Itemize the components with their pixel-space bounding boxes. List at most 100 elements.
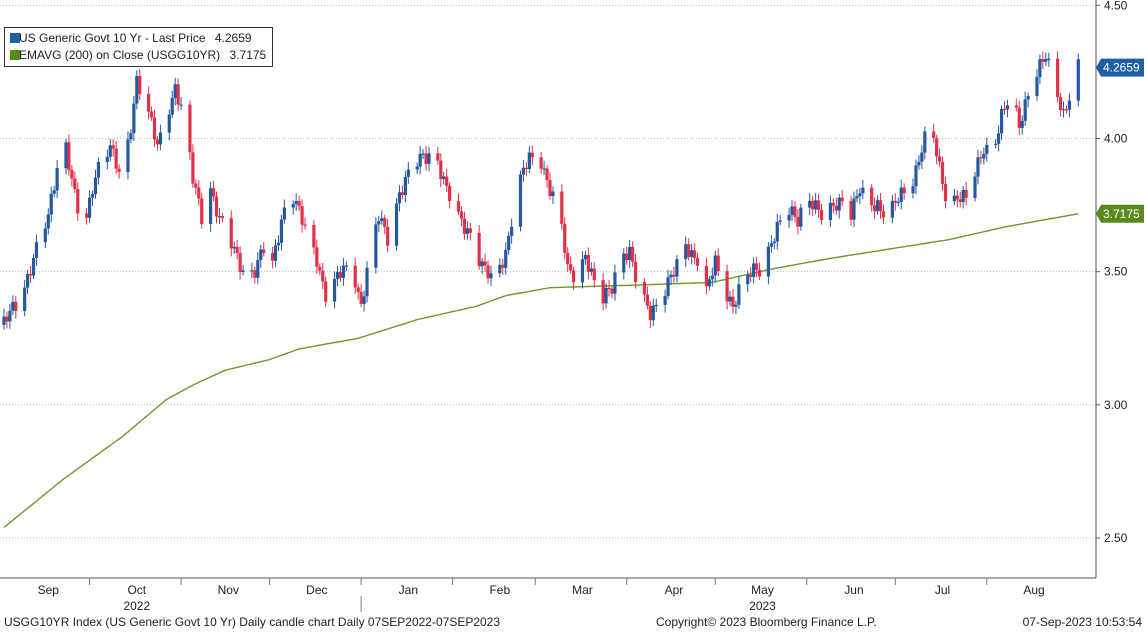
candle-body [486, 265, 490, 279]
x-tick-label: Apr [665, 583, 684, 597]
candle-body [878, 200, 883, 212]
candle-body [49, 193, 53, 215]
candle-body [126, 139, 130, 173]
y-tick-label: 2.50 [1104, 531, 1128, 545]
candle-body [592, 268, 596, 281]
y-tick-label: 4.00 [1104, 132, 1128, 146]
candle-body [828, 202, 832, 221]
candle-body [259, 249, 263, 261]
candle-body [14, 301, 18, 311]
candle-body [291, 204, 295, 208]
candle-body [752, 263, 756, 277]
candle-body [480, 261, 484, 267]
candle-body [459, 211, 464, 219]
candle-body [250, 270, 254, 272]
candle-body [734, 304, 738, 307]
candle-body [893, 200, 897, 203]
candle-body [332, 278, 337, 302]
candle-body [200, 198, 204, 224]
y-tick-label: 3.00 [1104, 398, 1128, 412]
candle-body [772, 241, 776, 244]
candle-body [241, 270, 245, 273]
candle-body [318, 266, 322, 271]
candle-body [462, 218, 467, 234]
year-label: 2022 [123, 599, 150, 613]
candle-body [85, 213, 89, 218]
candle-body [943, 183, 948, 202]
candle-body [633, 261, 638, 282]
candle-body [666, 277, 670, 297]
candle-body [1017, 107, 1021, 128]
candle-body [790, 206, 794, 215]
candle-body [923, 131, 927, 153]
candle-body [341, 265, 346, 278]
candle-body [521, 167, 526, 175]
candle-body [406, 169, 410, 177]
candle-body [1005, 105, 1010, 110]
candle-body [569, 264, 573, 271]
candle-body [737, 284, 741, 305]
ema-tag-bg [1096, 204, 1144, 223]
candle-body [545, 168, 549, 181]
candle-body [530, 152, 534, 158]
candle-body [994, 143, 998, 145]
candle-body [625, 253, 629, 261]
candle-body [778, 220, 782, 222]
candle-body [176, 84, 180, 105]
candle-body [34, 242, 39, 258]
x-tick-label: Sep [38, 583, 60, 597]
y-tick-label: 4.50 [1104, 0, 1128, 12]
candle-body [958, 199, 962, 202]
candle-body [914, 165, 918, 187]
candle-body [220, 216, 224, 219]
candle-body [902, 187, 906, 194]
candle-body [524, 167, 528, 170]
candle-body [920, 152, 924, 162]
candle-body [1038, 59, 1042, 78]
candle-body [675, 259, 679, 277]
candle-body [796, 216, 800, 227]
candle-body [70, 170, 74, 179]
candle-body [421, 153, 425, 155]
candle-body [787, 214, 791, 221]
candle-body [262, 249, 266, 253]
candle-body [1056, 58, 1060, 98]
candle-body [704, 265, 709, 287]
candle-body [861, 187, 865, 194]
candle-body [477, 232, 481, 267]
candle-body [952, 195, 956, 202]
candle-body [442, 176, 446, 180]
chart-legend: US Generic Govt 10 Yr - Last Price 4.265… [4, 27, 274, 67]
legend-swatch-ema [10, 50, 20, 60]
candle-body [386, 226, 390, 246]
candle-body [279, 219, 284, 243]
candle-body [31, 257, 36, 276]
candle-body [610, 288, 614, 294]
candle-body [170, 97, 174, 115]
candle-body [707, 279, 711, 287]
candle-body [749, 274, 753, 277]
candle-body [935, 138, 939, 157]
candle-body [899, 187, 903, 202]
candle-body [359, 291, 363, 304]
candle-body [344, 265, 348, 267]
candle-body [973, 176, 977, 198]
candle-body [551, 191, 555, 197]
y-tick-label: 3.50 [1104, 265, 1128, 279]
candle-body [932, 131, 936, 139]
candle-body [873, 205, 877, 212]
candle-body [300, 206, 304, 225]
candle-body [26, 273, 30, 288]
candle-body [628, 246, 632, 261]
candle-body [1014, 105, 1018, 108]
candle-body [321, 270, 325, 282]
candle-body [855, 196, 859, 199]
candle-body [132, 103, 136, 134]
candle-body [937, 156, 942, 162]
candle-body [356, 287, 360, 292]
legend-item-ema: EMAVG (200) on Close (USGG10YR) 3.7175 [10, 47, 266, 64]
candle-body [214, 196, 219, 217]
candle-body [654, 304, 658, 307]
candle-body [55, 168, 59, 191]
candle-body [816, 200, 821, 211]
